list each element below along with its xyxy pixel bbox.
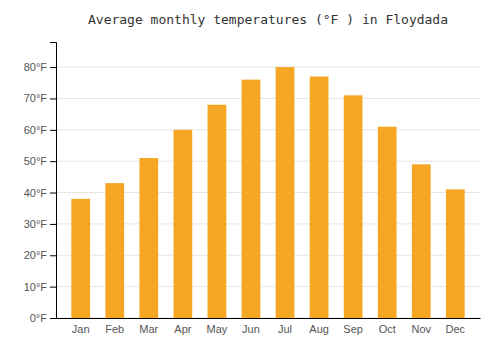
bar <box>208 105 227 318</box>
x-axis: Jan Feb Mar Apr May Jun Jul Aug Sep Oct Nov Dec <box>57 319 481 336</box>
tick-label: Nov <box>411 323 431 335</box>
tick: Jan <box>72 323 90 335</box>
bar <box>139 158 158 318</box>
tick-label: Aug <box>309 323 329 335</box>
tick-label: Dec <box>446 323 466 335</box>
grid-line <box>56 67 480 68</box>
tick: May <box>207 323 228 335</box>
tick-label: 40°F <box>24 187 48 199</box>
tick-mark <box>50 193 56 194</box>
tick-label: 80°F <box>24 61 48 73</box>
plot: Jan Feb Mar Apr May Jun Jul Aug Sep Oct Nov Dec 0°F 1… <box>24 43 481 336</box>
tick-label: Apr <box>174 323 191 335</box>
tick: Mar <box>139 323 158 335</box>
grid-line <box>56 161 480 162</box>
tick: 80°F <box>24 61 56 73</box>
tick-label: May <box>207 323 228 335</box>
bar <box>310 77 329 319</box>
tick: Nov <box>411 323 431 335</box>
tick: 70°F <box>24 92 56 104</box>
tick-mark <box>50 318 56 319</box>
tick-label: Oct <box>379 323 396 335</box>
tick-label: 20°F <box>24 249 48 261</box>
tick-mark <box>50 224 56 225</box>
tick-label: 60°F <box>24 124 48 136</box>
bars <box>71 67 464 318</box>
tick-label: Sep <box>343 323 363 335</box>
axis-line <box>50 43 57 319</box>
tick: Aug <box>309 323 329 335</box>
title: Average monthly temperatures (°F ) in Fl… <box>88 12 448 27</box>
tick: 0°F <box>30 312 56 324</box>
tick-label: Jan <box>72 323 90 335</box>
tick-label: Jun <box>242 323 260 335</box>
tick: Oct <box>379 323 396 335</box>
bar <box>378 127 397 318</box>
tick-mark <box>50 130 56 131</box>
tick-label: 0°F <box>30 312 48 324</box>
tick-label: Jul <box>278 323 292 335</box>
bar <box>446 189 465 318</box>
tick-label: Feb <box>105 323 124 335</box>
tick: 40°F <box>24 187 56 199</box>
tick: 60°F <box>24 124 56 136</box>
tick-mark <box>50 67 56 68</box>
tick: 30°F <box>24 218 56 230</box>
axis-line <box>57 318 481 319</box>
tick: 50°F <box>24 155 56 167</box>
tick: Sep <box>343 323 363 335</box>
tick-label: 70°F <box>24 92 48 104</box>
tick: Dec <box>446 323 466 335</box>
tick-mark <box>50 161 56 162</box>
tick: 20°F <box>24 249 56 261</box>
tick-mark <box>50 255 56 256</box>
grid-line <box>56 129 480 130</box>
bar <box>105 183 124 318</box>
tick-mark <box>50 98 56 99</box>
bar <box>242 80 261 318</box>
bar <box>344 95 363 318</box>
bar <box>173 130 192 318</box>
tick: Jul <box>278 323 292 335</box>
tick-label: Mar <box>139 323 158 335</box>
bar <box>276 67 295 318</box>
bar <box>71 199 90 318</box>
tick: 10°F <box>24 281 56 293</box>
tick: Feb <box>105 323 124 335</box>
grid-line <box>56 98 480 99</box>
bar <box>412 164 431 318</box>
y-axis: 0°F 10°F 20°F 30°F 40°F 50°F 60°F 70°F 80°F <box>24 43 57 325</box>
tick-label: 50°F <box>24 155 48 167</box>
tick-label: 10°F <box>24 281 48 293</box>
tick: Apr <box>174 323 191 335</box>
grid <box>56 67 480 318</box>
tick-label: 30°F <box>24 218 48 230</box>
tick: Jun <box>242 323 260 335</box>
tick-mark <box>50 287 56 288</box>
chart: Jan Feb Mar Apr May Jun Jul Aug Sep Oct Nov Dec 0°F 1… <box>0 0 500 350</box>
